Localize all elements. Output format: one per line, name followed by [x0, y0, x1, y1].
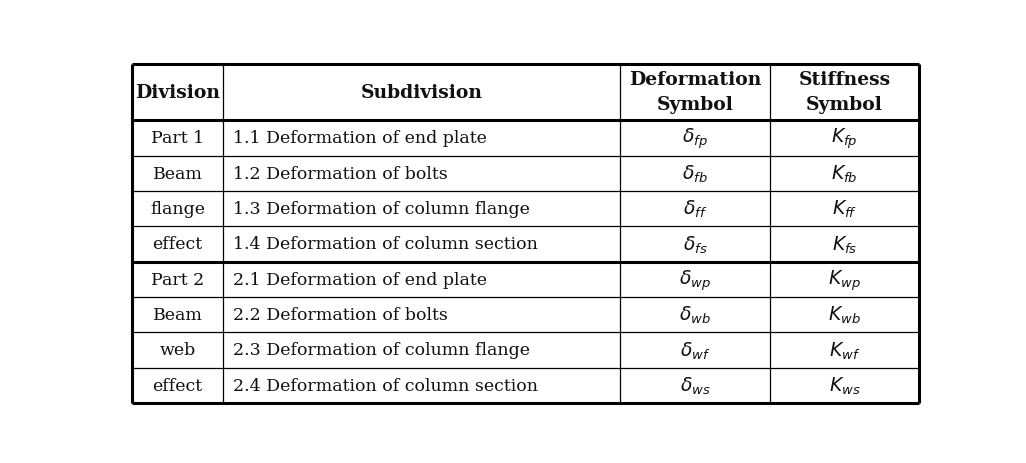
Text: $\delta_{ff}$: $\delta_{ff}$: [683, 199, 707, 220]
Text: Beam: Beam: [153, 307, 202, 324]
Text: $\delta_{fp}$: $\delta_{fp}$: [682, 126, 708, 151]
Text: 1.1 Deformation of end plate: 1.1 Deformation of end plate: [233, 130, 487, 147]
Text: $K_{fs}$: $K_{fs}$: [832, 234, 858, 255]
Text: Part 1: Part 1: [151, 130, 204, 147]
Text: 2.3 Deformation of column flange: 2.3 Deformation of column flange: [233, 342, 530, 359]
Text: $K_{fp}$: $K_{fp}$: [831, 126, 858, 151]
Text: 2.4 Deformation of column section: 2.4 Deformation of column section: [233, 377, 538, 394]
Text: flange: flange: [150, 200, 205, 218]
Text: 1.2 Deformation of bolts: 1.2 Deformation of bolts: [233, 165, 447, 182]
Text: $\delta_{wp}$: $\delta_{wp}$: [679, 268, 711, 292]
Text: Division: Division: [135, 84, 220, 102]
Text: web: web: [159, 342, 196, 359]
Text: $K_{ff}$: $K_{ff}$: [832, 199, 858, 220]
Text: 1.3 Deformation of column flange: 1.3 Deformation of column flange: [233, 200, 530, 218]
Text: $\delta_{wf}$: $\delta_{wf}$: [680, 340, 710, 361]
Text: $K_{wb}$: $K_{wb}$: [828, 304, 861, 325]
Text: $\delta_{ws}$: $\delta_{ws}$: [679, 375, 710, 396]
Text: $K_{fb}$: $K_{fb}$: [831, 163, 858, 184]
Text: 2.1 Deformation of end plate: 2.1 Deformation of end plate: [233, 271, 487, 288]
Text: $\delta_{fs}$: $\delta_{fs}$: [682, 234, 707, 255]
Text: Beam: Beam: [153, 165, 202, 182]
Text: $K_{ws}$: $K_{ws}$: [829, 375, 861, 396]
Text: 1.4 Deformation of column section: 1.4 Deformation of column section: [233, 236, 538, 253]
Text: $K_{wf}$: $K_{wf}$: [829, 340, 860, 361]
Text: $\delta_{wb}$: $\delta_{wb}$: [679, 304, 711, 325]
Text: $\delta_{fb}$: $\delta_{fb}$: [682, 163, 708, 184]
Text: Part 2: Part 2: [151, 271, 204, 288]
Text: 2.2 Deformation of bolts: 2.2 Deformation of bolts: [233, 307, 448, 324]
Text: effect: effect: [153, 377, 202, 394]
Text: Stiffness
Symbol: Stiffness Symbol: [798, 71, 891, 114]
Text: Subdivision: Subdivision: [360, 84, 482, 102]
Text: $K_{wp}$: $K_{wp}$: [828, 268, 861, 292]
Text: effect: effect: [153, 236, 202, 253]
Text: Deformation
Symbol: Deformation Symbol: [629, 71, 761, 114]
